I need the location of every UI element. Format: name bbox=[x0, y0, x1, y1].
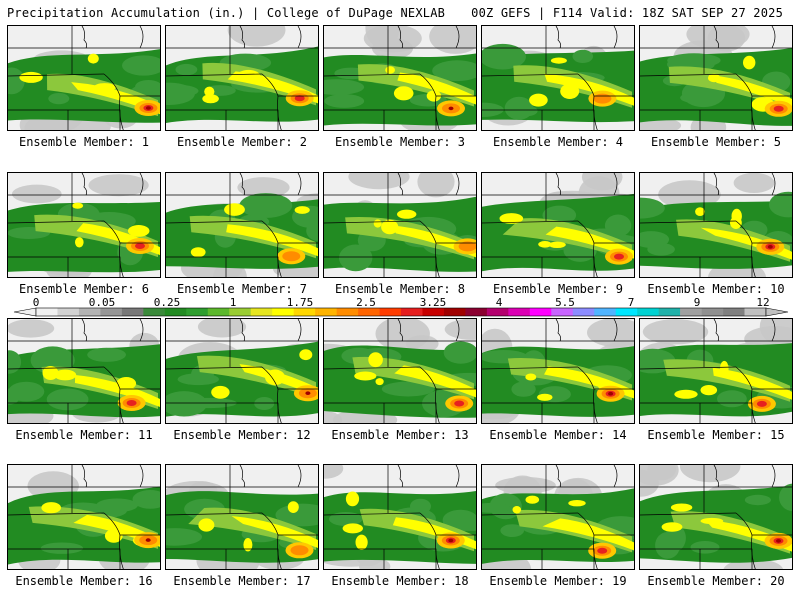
ensemble-member-label: Ensemble Member: 14 bbox=[489, 428, 627, 442]
ensemble-member-label: Ensemble Member: 20 bbox=[647, 574, 785, 588]
colorbar-swatch bbox=[508, 308, 531, 316]
colorbar-swatch bbox=[465, 308, 488, 316]
colorbar-swatch bbox=[143, 308, 166, 316]
ensemble-member-label: Ensemble Member: 12 bbox=[173, 428, 311, 442]
colorbar-swatch bbox=[207, 308, 230, 316]
ensemble-map-panel bbox=[481, 172, 635, 278]
ensemble-map-panel bbox=[7, 318, 161, 424]
colorbar-swatch bbox=[315, 308, 337, 316]
colorbar-swatch bbox=[36, 308, 58, 316]
ensemble-member-label: Ensemble Member: 7 bbox=[176, 282, 308, 296]
ensemble-map-panel bbox=[481, 318, 635, 424]
colorbar-swatch bbox=[658, 308, 681, 316]
colorbar-swatch bbox=[529, 308, 552, 316]
ensemble-member-label: Ensemble Member: 2 bbox=[176, 135, 308, 149]
ensemble-map-panel bbox=[7, 172, 161, 278]
ensemble-member-label: Ensemble Member: 10 bbox=[647, 282, 785, 296]
ensemble-map-panel bbox=[481, 25, 635, 131]
ensemble-map-panel bbox=[165, 464, 319, 570]
colorbar-tick-label: 1 bbox=[230, 296, 237, 309]
colorbar-tick-label: 1.75 bbox=[287, 296, 314, 309]
ensemble-map-panel bbox=[165, 172, 319, 278]
ensemble-member-label: Ensemble Member: 19 bbox=[489, 574, 627, 588]
colorbar-max-arrow bbox=[765, 307, 789, 317]
colorbar-swatch bbox=[701, 308, 724, 316]
colorbar-swatch bbox=[680, 308, 702, 316]
ensemble-member-label: Ensemble Member: 11 bbox=[15, 428, 153, 442]
colorbar-swatch bbox=[723, 308, 745, 316]
colorbar-swatch bbox=[637, 308, 659, 316]
colorbar-swatch bbox=[744, 308, 767, 316]
ensemble-map-panel bbox=[323, 318, 477, 424]
colorbar-swatch bbox=[336, 308, 359, 316]
colorbar-tick-label: 0.05 bbox=[89, 296, 116, 309]
ensemble-map-panel bbox=[639, 318, 793, 424]
ensemble-map-panel bbox=[7, 464, 161, 570]
colorbar-tick-label: 7 bbox=[628, 296, 635, 309]
ensemble-member-label: Ensemble Member: 17 bbox=[173, 574, 311, 588]
colorbar-tick-label: 9 bbox=[694, 296, 701, 309]
ensemble-member-label: Ensemble Member: 3 bbox=[334, 135, 466, 149]
ensemble-member-label: Ensemble Member: 9 bbox=[492, 282, 624, 296]
colorbar-swatch bbox=[164, 308, 187, 316]
colorbar-swatch bbox=[121, 308, 144, 316]
precip-colorbar: 0 0.05 0.25 1 1.75 2.5 3.25 4 5.5 7 9 12 bbox=[13, 296, 789, 317]
ensemble-map-panel bbox=[323, 25, 477, 131]
ensemble-map-panel bbox=[639, 25, 793, 131]
colorbar-tick-label: 5.5 bbox=[555, 296, 575, 309]
map-title: Precipitation Accumulation (in.) | Colle… bbox=[7, 6, 446, 20]
colorbar-swatch bbox=[401, 308, 423, 316]
ensemble-map-panel bbox=[165, 25, 319, 131]
colorbar-swatch bbox=[379, 308, 402, 316]
colorbar-tick-label: 3.25 bbox=[420, 296, 447, 309]
ensemble-map-panel bbox=[639, 172, 793, 278]
ensemble-member-label: Ensemble Member: 5 bbox=[650, 135, 782, 149]
ensemble-member-label: Ensemble Member: 18 bbox=[331, 574, 469, 588]
colorbar-tick-label: 0 bbox=[33, 296, 40, 309]
ensemble-member-label: Ensemble Member: 16 bbox=[15, 574, 153, 588]
colorbar-swatch bbox=[186, 308, 209, 316]
colorbar-swatch bbox=[422, 308, 445, 316]
ensemble-map-panel bbox=[165, 318, 319, 424]
colorbar-swatch bbox=[100, 308, 123, 316]
ensemble-member-label: Ensemble Member: 1 bbox=[18, 135, 150, 149]
colorbar-swatch bbox=[250, 308, 273, 316]
model-run-info: 00Z GEFS | F114 Valid: 18Z SAT SEP 27 20… bbox=[471, 6, 783, 20]
colorbar-swatch bbox=[594, 308, 617, 316]
colorbar-min-arrow bbox=[13, 307, 37, 317]
ensemble-map-panel bbox=[323, 464, 477, 570]
ensemble-map-panel bbox=[7, 25, 161, 131]
colorbar-swatch bbox=[615, 308, 638, 316]
ensemble-member-label: Ensemble Member: 6 bbox=[18, 282, 150, 296]
ensemble-map-panel bbox=[481, 464, 635, 570]
ensemble-member-label: Ensemble Member: 8 bbox=[334, 282, 466, 296]
colorbar-swatch bbox=[229, 308, 252, 316]
colorbar-swatch bbox=[572, 308, 595, 316]
colorbar-tick-label: 0.25 bbox=[154, 296, 181, 309]
colorbar-swatch bbox=[443, 308, 466, 316]
ensemble-map-panel bbox=[323, 172, 477, 278]
colorbar-tick-label: 2.5 bbox=[356, 296, 376, 309]
colorbar-swatch bbox=[551, 308, 574, 316]
colorbar-swatch bbox=[272, 308, 294, 316]
ensemble-member-label: Ensemble Member: 15 bbox=[647, 428, 785, 442]
colorbar-swatch bbox=[57, 308, 80, 316]
colorbar-tick-label: 12 bbox=[756, 296, 769, 309]
colorbar-swatch bbox=[293, 308, 316, 316]
ensemble-member-label: Ensemble Member: 4 bbox=[492, 135, 624, 149]
colorbar-swatch bbox=[358, 308, 380, 316]
colorbar-swatch bbox=[78, 308, 101, 316]
ensemble-map-panel bbox=[639, 464, 793, 570]
colorbar-tick-label: 4 bbox=[496, 296, 503, 309]
colorbar-swatch bbox=[486, 308, 509, 316]
ensemble-member-label: Ensemble Member: 13 bbox=[331, 428, 469, 442]
